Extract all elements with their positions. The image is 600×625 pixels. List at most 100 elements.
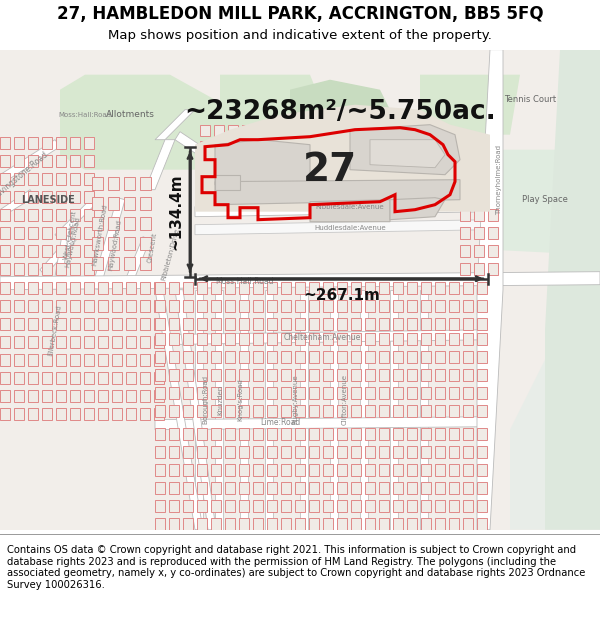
- Polygon shape: [42, 390, 52, 402]
- Polygon shape: [140, 372, 150, 384]
- Polygon shape: [140, 354, 150, 366]
- Polygon shape: [351, 369, 361, 381]
- Polygon shape: [0, 318, 10, 329]
- Polygon shape: [0, 408, 10, 420]
- Polygon shape: [379, 299, 389, 312]
- Polygon shape: [267, 428, 277, 440]
- Polygon shape: [239, 332, 249, 345]
- Polygon shape: [239, 446, 249, 458]
- Polygon shape: [175, 132, 222, 169]
- Polygon shape: [183, 446, 193, 458]
- Polygon shape: [267, 446, 277, 458]
- Polygon shape: [197, 446, 207, 458]
- Polygon shape: [0, 354, 10, 366]
- Polygon shape: [256, 124, 266, 136]
- Polygon shape: [477, 464, 487, 476]
- Polygon shape: [92, 257, 103, 269]
- Polygon shape: [155, 318, 165, 329]
- Polygon shape: [463, 332, 473, 345]
- Polygon shape: [337, 299, 347, 312]
- Polygon shape: [126, 336, 136, 348]
- Polygon shape: [379, 405, 389, 417]
- Polygon shape: [14, 173, 24, 184]
- Polygon shape: [281, 299, 291, 312]
- Polygon shape: [56, 390, 66, 402]
- Text: Haywood:Road: Haywood:Road: [107, 219, 122, 271]
- Polygon shape: [351, 332, 361, 345]
- Polygon shape: [92, 198, 125, 289]
- Polygon shape: [267, 500, 277, 512]
- Polygon shape: [323, 518, 333, 530]
- Polygon shape: [42, 318, 52, 329]
- Polygon shape: [379, 446, 389, 458]
- Polygon shape: [242, 157, 252, 168]
- Text: Contains OS data © Crown copyright and database right 2021. This information is : Contains OS data © Crown copyright and d…: [7, 545, 586, 590]
- Polygon shape: [225, 405, 235, 417]
- Polygon shape: [55, 199, 95, 239]
- Polygon shape: [56, 209, 66, 221]
- Polygon shape: [197, 282, 207, 294]
- Polygon shape: [0, 191, 10, 202]
- Polygon shape: [351, 464, 361, 476]
- Polygon shape: [14, 299, 24, 312]
- Polygon shape: [435, 500, 445, 512]
- Polygon shape: [435, 282, 445, 294]
- Polygon shape: [284, 141, 294, 152]
- Polygon shape: [365, 351, 375, 362]
- Polygon shape: [140, 237, 151, 249]
- Polygon shape: [169, 446, 179, 458]
- Polygon shape: [98, 282, 108, 294]
- Polygon shape: [155, 446, 165, 458]
- Polygon shape: [197, 482, 207, 494]
- Polygon shape: [140, 318, 150, 329]
- Text: West:Crescent: West:Crescent: [62, 209, 77, 260]
- Polygon shape: [0, 262, 10, 274]
- Polygon shape: [225, 446, 235, 458]
- Polygon shape: [393, 282, 403, 294]
- Polygon shape: [365, 318, 375, 329]
- Polygon shape: [267, 299, 277, 312]
- Polygon shape: [323, 299, 333, 312]
- Polygon shape: [460, 227, 470, 239]
- Polygon shape: [463, 500, 473, 512]
- Polygon shape: [14, 227, 24, 239]
- Polygon shape: [84, 354, 94, 366]
- Polygon shape: [155, 482, 165, 494]
- Polygon shape: [420, 289, 428, 530]
- Polygon shape: [0, 139, 60, 182]
- Polygon shape: [70, 154, 80, 167]
- Text: 27: 27: [303, 151, 357, 189]
- Polygon shape: [370, 139, 445, 168]
- Polygon shape: [477, 282, 487, 294]
- Polygon shape: [309, 351, 319, 362]
- Polygon shape: [200, 124, 210, 136]
- Polygon shape: [295, 351, 305, 362]
- Polygon shape: [365, 464, 375, 476]
- Polygon shape: [323, 446, 333, 458]
- Text: Cheltenham:Avenue: Cheltenham:Avenue: [283, 333, 361, 342]
- Polygon shape: [239, 299, 249, 312]
- Polygon shape: [42, 336, 52, 348]
- Polygon shape: [155, 299, 165, 312]
- Polygon shape: [407, 405, 417, 417]
- Polygon shape: [253, 405, 263, 417]
- Text: Ribbleton:Drive: Ribbleton:Drive: [160, 228, 180, 282]
- Polygon shape: [70, 299, 80, 312]
- Polygon shape: [281, 282, 291, 294]
- Polygon shape: [309, 500, 319, 512]
- Polygon shape: [197, 464, 207, 476]
- Polygon shape: [295, 282, 305, 294]
- Text: Allotments: Allotments: [106, 110, 154, 119]
- Polygon shape: [407, 428, 417, 440]
- Polygon shape: [214, 173, 224, 184]
- Polygon shape: [488, 262, 498, 274]
- Polygon shape: [211, 405, 221, 417]
- Polygon shape: [435, 387, 445, 399]
- Polygon shape: [267, 464, 277, 476]
- Polygon shape: [84, 191, 94, 202]
- Polygon shape: [42, 262, 52, 274]
- Polygon shape: [449, 428, 459, 440]
- Polygon shape: [365, 482, 375, 494]
- Polygon shape: [435, 428, 445, 440]
- Polygon shape: [477, 405, 487, 417]
